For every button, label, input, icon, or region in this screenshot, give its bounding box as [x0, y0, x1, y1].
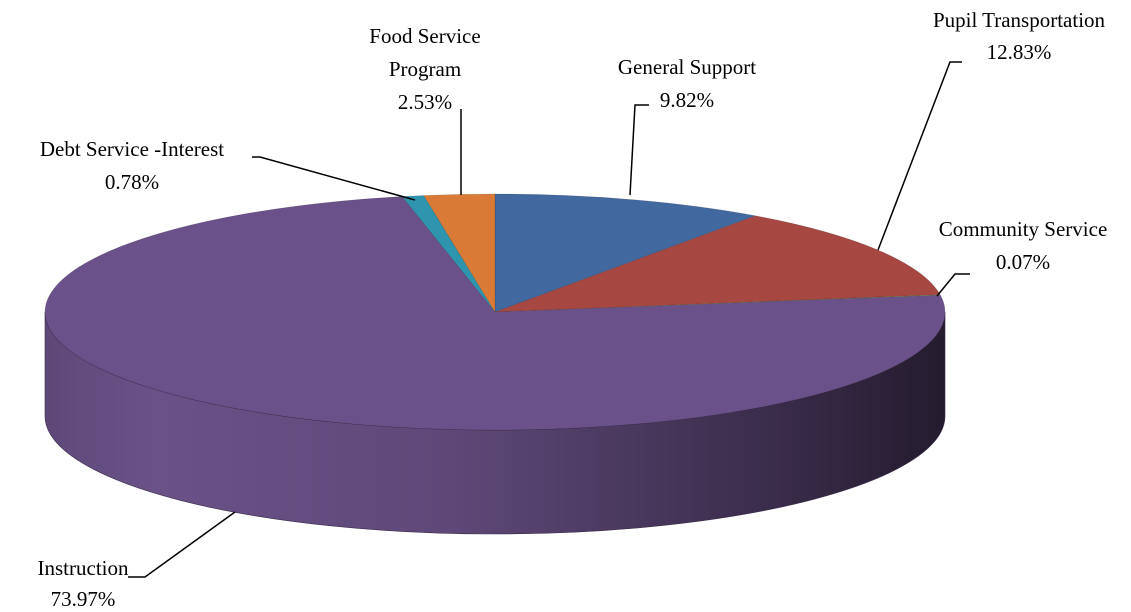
slice-value-community-service: 0.07%	[996, 250, 1050, 274]
slice-label-pupil-transportation: Pupil Transportation	[933, 8, 1106, 32]
slice-value-general-support: 9.82%	[660, 88, 714, 112]
slice-label-food-service-program: Food Service Program	[369, 24, 480, 81]
pie-slice-community-service	[494, 294, 941, 313]
slice-value-pupil-transportation: 12.83%	[987, 40, 1052, 64]
slice-label-debt-service-interest: Debt Service -Interest	[40, 137, 224, 161]
slice-value-food-service-program: 2.53%	[398, 90, 452, 114]
slice-value-instruction: 73.97%	[51, 587, 116, 611]
leader-line-general-support	[629, 104, 649, 196]
pie-slice-food-service-program	[423, 193, 496, 314]
pie-slice-pupil-transportation	[494, 215, 941, 313]
pie-slice-general-support	[494, 193, 757, 313]
leader-line-pupil-transportation	[877, 61, 962, 251]
slice-label-community-service: Community Service	[939, 217, 1108, 241]
leader-line-community-service	[936, 273, 970, 297]
leader-line-instruction	[128, 511, 236, 578]
slice-label-general-support: General Support	[618, 55, 756, 79]
leader-line-debt-service-interest	[252, 156, 416, 201]
pie-slice-instruction	[44, 196, 946, 431]
slice-label-instruction: Instruction	[38, 556, 129, 580]
slice-value-debt-service-interest: 0.78%	[105, 170, 159, 194]
